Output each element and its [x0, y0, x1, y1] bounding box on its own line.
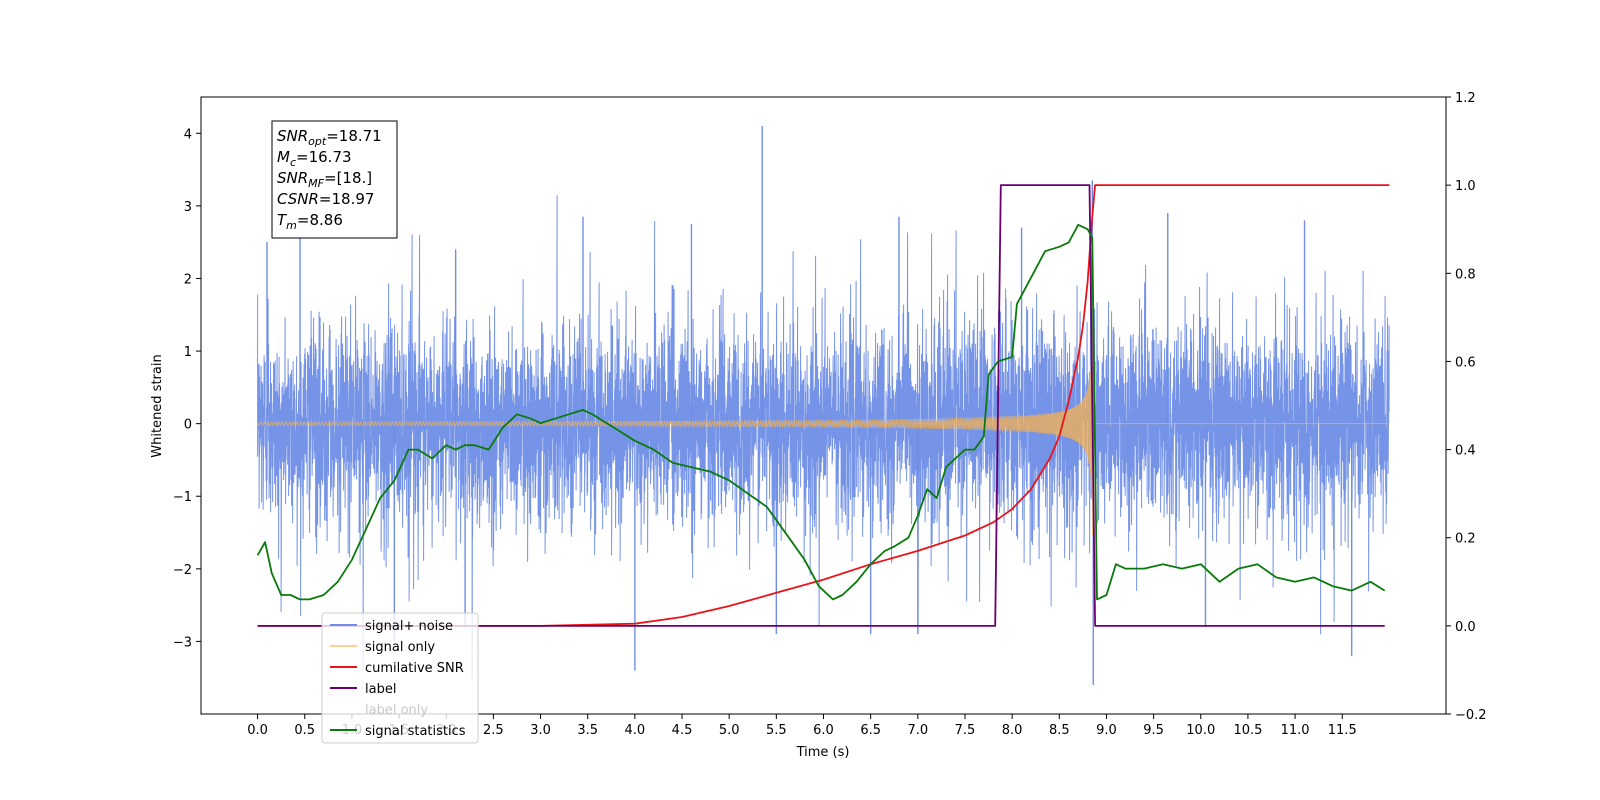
annotation-line: SNRopt=18.71 [277, 127, 382, 148]
annotation-subscript: m [286, 219, 297, 232]
x-tick-label: 0.0 [247, 723, 268, 738]
y-tick-label: 1 [184, 345, 192, 360]
y-tick-label: 4 [184, 127, 192, 142]
annotation-var: SNR [277, 127, 308, 145]
annotation-subscript: c [290, 156, 296, 169]
series-signal-only [257, 298, 1390, 536]
y-axis-ticks: −3 −2 −1 0 1 2 3 4 [173, 127, 201, 650]
annotation-var: T [277, 211, 288, 229]
annotation-line: CSNR=18.97 [277, 190, 374, 208]
x-tick-label: 3.0 [530, 723, 551, 738]
y-tick-label: −3 [173, 635, 192, 650]
annotation-var: CSNR [277, 190, 319, 208]
y2-tick-label: 0.6 [1455, 355, 1476, 370]
series-cumulative-snr [257, 184, 1390, 627]
y2-tick-label: 0.2 [1455, 532, 1476, 547]
annotation-box-frame [271, 120, 398, 239]
x-tick-label: 11.5 [1328, 723, 1357, 738]
x-tick-label: 7.0 [907, 723, 928, 738]
annotation-value: =18.71 [326, 127, 382, 145]
series-signal-statistics [256, 223, 1386, 601]
series-label [257, 184, 1385, 627]
x-tick-label: 11.0 [1281, 723, 1310, 738]
annotation-value: =[18.] [324, 169, 372, 187]
x-tick-label: 9.5 [1143, 723, 1164, 738]
x-tick-label: 8.0 [1002, 723, 1023, 738]
y2-tick-label: 1.0 [1455, 179, 1476, 194]
annotation-box: SNRopt=18.71Mc=16.73SNRMF=[18.]CSNR=18.9… [271, 120, 398, 239]
y2-tick-label: 0.8 [1455, 267, 1476, 282]
annotation-value: =8.86 [297, 211, 343, 229]
y-tick-label: −1 [173, 490, 192, 505]
legend-label: signal only [365, 640, 435, 655]
annotation-var: M [277, 148, 290, 166]
legend: signal+ noise signal only cumilative SNR la… [321, 612, 479, 744]
x-tick-label: 3.5 [577, 723, 598, 738]
x-tick-label: 2.5 [483, 723, 504, 738]
legend-label: signal+ noise [365, 619, 453, 634]
y-axis-label: Whitened strain [150, 354, 165, 457]
x-tick-label: 5.0 [719, 723, 740, 738]
annotation-line: SNRMF=[18.] [277, 169, 372, 190]
series-signal-noise [257, 195, 1390, 681]
legend-label: label [365, 682, 396, 697]
annotation-line: Mc=16.73 [277, 148, 352, 169]
x-tick-label: 6.5 [860, 723, 881, 738]
annotation-subscript: opt [308, 135, 327, 148]
x-tick-label: 5.5 [766, 723, 787, 738]
legend-frame [321, 612, 479, 744]
x-axis-label: Time (s) [796, 745, 850, 760]
y2-axis-ticks: −0.2 0.0 0.2 0.4 0.6 0.8 1.0 1.2 [1446, 91, 1487, 723]
y2-tick-label: 1.2 [1455, 91, 1476, 106]
y2-tick-label: −0.2 [1455, 708, 1487, 723]
legend-label: label only [365, 703, 428, 718]
y-tick-label: −2 [173, 563, 192, 578]
x-tick-label: 6.0 [813, 723, 834, 738]
y-tick-label: 2 [184, 272, 192, 287]
annotation-subscript: MF [308, 177, 324, 190]
y2-tick-label: 0.0 [1455, 620, 1476, 635]
x-tick-label: 4.0 [625, 723, 646, 738]
plot-area [256, 126, 1390, 685]
y-tick-label: 0 [184, 418, 192, 433]
legend-label: cumilative SNR [365, 661, 464, 676]
y2-tick-label: 0.4 [1455, 444, 1476, 459]
x-tick-label: 8.5 [1049, 723, 1070, 738]
x-tick-label: 4.5 [672, 723, 693, 738]
annotation-line: Tm=8.86 [277, 211, 343, 232]
legend-label: signal statistics [365, 724, 466, 739]
annotation-value: =18.97 [319, 190, 375, 208]
annotation-value: =16.73 [296, 148, 352, 166]
x-tick-label: 0.5 [294, 723, 315, 738]
annotation-var: SNR [277, 169, 308, 187]
x-tick-label: 10.0 [1186, 723, 1215, 738]
x-tick-label: 10.5 [1233, 723, 1262, 738]
x-tick-label: 9.0 [1096, 723, 1117, 738]
y-tick-label: 3 [184, 200, 192, 215]
x-tick-label: 7.5 [955, 723, 976, 738]
